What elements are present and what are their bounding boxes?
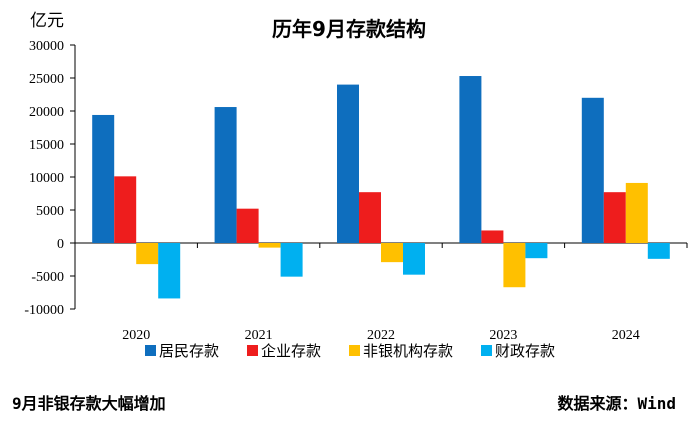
y-tick-label: 10000: [29, 171, 64, 186]
y-tick-label: 15000: [29, 138, 64, 153]
y-tick-label: -5000: [31, 270, 64, 285]
y-axis-unit-label: 亿元: [30, 11, 64, 31]
bar-2021-series-3: [280, 243, 303, 277]
bar-2022-series-0: [337, 84, 359, 243]
category-labels: 2020 2021 2022 2023 2024: [122, 328, 640, 343]
chart-title: 历年9月存款结构: [272, 17, 426, 41]
source-note: 数据来源：Wind: [557, 394, 676, 413]
y-tick-label: 5000: [36, 204, 64, 219]
bar-2020-series-0: [92, 114, 115, 244]
bar-2023-series-3: [525, 243, 548, 259]
bar-2024-series-1: [603, 192, 626, 243]
category-label-2021: 2021: [245, 328, 273, 343]
bar-2022-series-2: [381, 243, 403, 263]
y-axis-ticks: 30000 25000 20000 15000 10000 5000 0 -5000 -1000…: [24, 39, 75, 318]
y-tick-label: 0: [57, 237, 64, 252]
category-label-2023: 2023: [489, 328, 517, 343]
bar-2020-series-1: [114, 176, 137, 243]
bar-2022-series-3: [403, 243, 425, 275]
bar-2024-series-0: [581, 97, 604, 243]
y-tick-label: 25000: [29, 72, 64, 87]
legend-swatch-3: [481, 345, 492, 356]
bars: [92, 76, 670, 299]
category-label-2024: 2024: [612, 328, 640, 343]
bar-2021-series-0: [214, 107, 237, 243]
bar-2021-series-2: [258, 243, 281, 248]
legend-label-1: 企业存款: [261, 342, 321, 360]
legend-label-0: 居民存款: [159, 342, 219, 360]
y-tick-label: 20000: [29, 105, 64, 120]
category-label-2022: 2022: [367, 328, 395, 343]
legend-swatch-1: [247, 345, 258, 356]
bar-2021-series-1: [236, 208, 259, 243]
legend-swatch-2: [349, 345, 360, 356]
bar-2023-series-0: [459, 76, 482, 244]
bar-2024-series-2: [625, 182, 648, 243]
bar-2024-series-3: [647, 243, 670, 259]
bar-2020-series-3: [158, 243, 181, 299]
category-label-2020: 2020: [122, 328, 150, 343]
footnote: 9月非银存款大幅增加: [12, 394, 166, 413]
y-tick-label: -10000: [24, 303, 64, 318]
bar-2023-series-1: [481, 230, 504, 243]
bar-2022-series-1: [359, 192, 381, 243]
bar-2023-series-2: [503, 243, 526, 288]
y-tick-label: 30000: [29, 39, 64, 54]
legend: 居民存款 企业存款 非银机构存款 财政存款: [145, 342, 555, 360]
bar-2020-series-2: [136, 243, 159, 265]
legend-label-3: 财政存款: [495, 342, 555, 360]
legend-label-2: 非银机构存款: [363, 342, 453, 360]
legend-swatch-0: [145, 345, 156, 356]
